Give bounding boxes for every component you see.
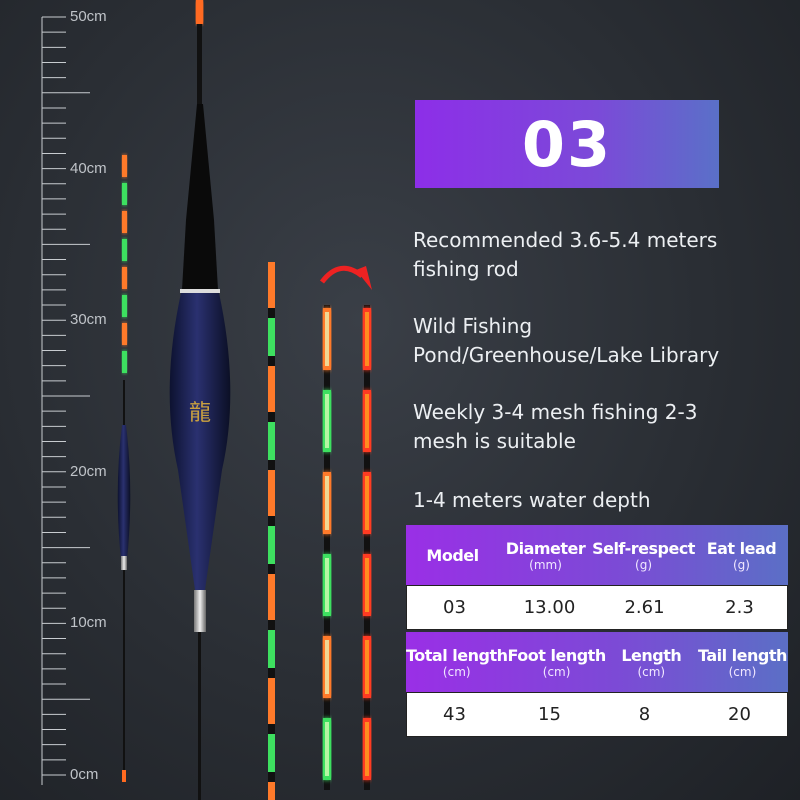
table-row: 43 15 8 20 [406,692,788,737]
spec-table-2: Total length (cm) Foot length (cm) Length(… [406,632,788,737]
spec-table-1: Model Diameter (mm) Self-respect (g) Eat l… [406,525,788,630]
header-cell: Model [426,545,479,565]
glow-core [325,558,329,612]
description-venue: Wild Fishing Pond/Greenhouse/Lake Librar… [413,314,720,367]
antenna-segment [122,155,127,177]
tail-segment [268,262,275,308]
tail-segment [268,366,275,412]
tail-segment [268,574,275,620]
antenna-segment [122,183,127,205]
tail-segment [268,782,275,800]
ruler [41,16,90,785]
table-row: 03 13.00 2.61 2.3 [406,585,788,630]
glow-core [325,394,329,448]
glow-core [365,722,369,776]
antenna-segment [122,267,127,289]
description-mesh: Weekly 3-4 mesh fishing 2-3 mesh is suit… [413,400,698,453]
model-banner: 03 [415,100,719,188]
float-tails [268,262,371,800]
tail-segment [268,734,275,772]
header-cell: Diameter (mm) [505,538,586,572]
tail-stick [364,305,370,790]
ruler-label: 0cm [70,766,99,783]
header-cell: Foot length (cm) [507,645,607,679]
value-cell: 13.00 [523,597,576,618]
glow-core [365,640,369,694]
glow-core [325,722,329,776]
tail-segment [268,318,275,356]
table-header: Total length (cm) Foot length (cm) Length(… [406,632,788,692]
ruler-label: 20cm [70,462,107,480]
tail-segment [268,678,275,724]
antenna-segment [122,323,127,345]
header-cell: Eat lead (g) [706,538,777,572]
value-cell: 03 [443,597,466,618]
antenna-segment [122,351,127,373]
arrow-head [356,266,372,290]
tail-stick [324,305,330,790]
value-cell: 8 [638,704,651,725]
tail-segment [268,470,275,516]
value-cell: 2.61 [624,597,665,618]
description-rod: Recommended 3.6-5.4 meters fishing rod [413,228,718,281]
glow-core [365,476,369,530]
table-header: Model Diameter (mm) Self-respect (g) Eat l… [406,525,788,585]
ruler-label: 50cm [70,8,107,25]
glow-core [365,558,369,612]
ruler-label: 30cm [70,311,107,329]
header-cell: Total length (cm) [406,645,508,679]
ruler-label: 10cm [70,614,107,632]
header-cell: Tail length (cm) [697,645,787,679]
header-cell: Length (cm) [621,645,682,679]
ruler-label: 40cm [70,159,107,177]
value-cell: 15 [538,704,561,725]
small-float [117,155,131,782]
glow-core [365,394,369,448]
glow-core [365,312,369,366]
dragon-logo: 龍 [189,401,211,426]
value-cell: 20 [728,704,751,725]
tail-segment [268,630,275,668]
value-cell: 43 [443,704,466,725]
antenna-segment [122,211,127,233]
tail-segment [268,526,275,564]
glow-core [325,476,329,530]
red-arrow-icon [320,265,364,284]
value-cell: 2.3 [725,597,754,618]
large-float: 龍 [169,0,231,800]
tail-segment [268,422,275,460]
model-number: 03 [521,107,613,181]
description-depth: 1-4 meters water depth [413,488,651,512]
glow-core [325,640,329,694]
antenna-segment [122,295,127,317]
header-cell: Self-respect (g) [592,538,695,572]
antenna-segment [122,239,127,261]
glow-core [325,312,329,366]
